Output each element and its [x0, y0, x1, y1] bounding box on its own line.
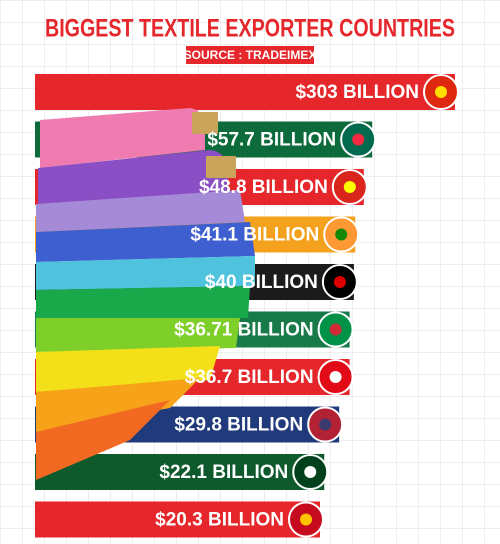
value-label: $36.7 BILLION — [185, 367, 314, 388]
flag-emblem — [352, 133, 365, 146]
flag-emblem — [335, 228, 348, 241]
value-label: $40 BILLION — [205, 272, 318, 293]
flag-emblem — [300, 513, 312, 526]
value-label: $57.7 BILLION — [207, 130, 336, 151]
flag-emblem — [329, 323, 342, 336]
value-label: $48.8 BILLION — [199, 177, 328, 198]
value-label: $36.71 BILLION — [174, 320, 313, 341]
flag-emblem — [329, 371, 342, 383]
flag-emblem — [319, 418, 332, 431]
subtitle-box — [186, 46, 314, 64]
subtitle: SOURCE : TRADEIMEX — [184, 48, 317, 62]
value-label: $303 BILLION — [295, 82, 419, 103]
flag-emblem — [304, 466, 317, 478]
bar — [35, 501, 320, 538]
value-label: $41.1 BILLION — [190, 225, 319, 246]
fabric-stack — [36, 108, 255, 480]
value-label: $29.8 BILLION — [174, 415, 303, 436]
chart-title: BIGGEST TEXTILE EXPORTER COUNTRIES — [45, 15, 455, 43]
bar — [35, 74, 455, 110]
bar — [35, 454, 325, 490]
value-label: $22.1 BILLION — [159, 462, 288, 483]
flag-emblem — [435, 86, 447, 98]
value-label: $20.3 BILLION — [155, 510, 284, 531]
flag-emblem — [333, 276, 346, 288]
flag-emblem — [343, 181, 356, 193]
labels: $303 BILLION $57.7 BILLION $48.8 BILLION $4… — [155, 74, 459, 538]
